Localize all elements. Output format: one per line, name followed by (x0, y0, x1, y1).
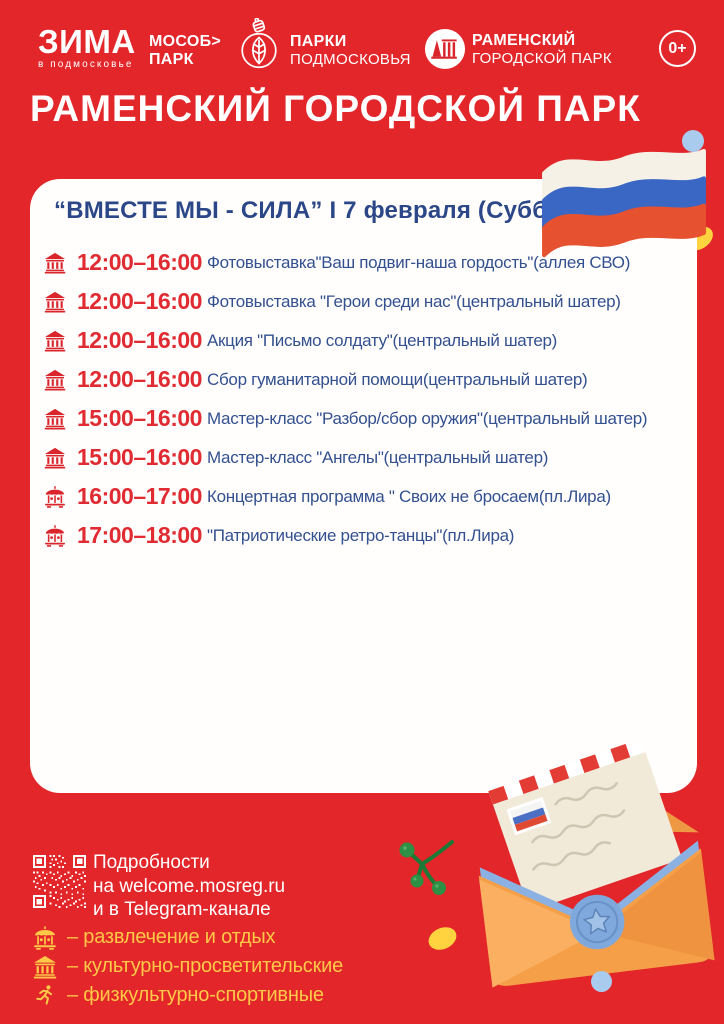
mosobpark-logo-line2: ПАРК (149, 51, 194, 68)
event-time: 12:00–16:00 (77, 288, 202, 314)
bank-icon (44, 252, 66, 274)
envelope-illustration (478, 744, 715, 988)
schedule-row: 12:00–16:00 Акция "Письмо солдату"(центр… (44, 321, 689, 360)
schedule-row: 15:00–16:00 Мастер-класс "Ангелы"(центра… (44, 438, 689, 477)
confetti-dot (682, 130, 704, 152)
mosobpark-logo-line1: МОСОБ> (149, 33, 222, 50)
parki-podmoskovya-logo: ПАРКИ ПОДМОСКОВЬЯ (290, 33, 411, 69)
details-line-1: Подробности (93, 852, 210, 873)
schedule-row: 12:00–16:00 Сбор гуманитарной помощи(цен… (44, 360, 689, 399)
schedule-row: 17:00–18:00 "Патриотические ретро-танцы"… (44, 516, 689, 555)
bank-icon (44, 408, 66, 430)
event-time: 15:00–16:00 (77, 444, 202, 470)
event-description: Мастер-класс "Разбор/сбор оружия"(центра… (207, 408, 648, 428)
event-description: Фотовыставка"Ваш подвиг-наша гордость"(а… (207, 252, 631, 272)
mosobpark-logo: МОСОБ> ПАРК (149, 33, 221, 69)
event-time: 15:00–16:00 (77, 405, 202, 431)
russian-flag-illustration (542, 148, 706, 258)
schedule-row: 15:00–16:00 Мастер-класс "Разбор/сбор ор… (44, 399, 689, 438)
legend-label: – развлечение и отдых (67, 926, 276, 948)
event-time: 12:00–16:00 (77, 327, 202, 353)
schedule-row: 16:00–17:00 Концертная программа " Своих… (44, 477, 689, 516)
zima-logo-subtitle: в подмосковье (38, 59, 134, 70)
event-description: Фотовыставка "Герои среди нас"(центральн… (207, 291, 621, 311)
legend-label: – культурно-просветительские (67, 955, 344, 977)
details-line-3: и в Telegram-канале (93, 899, 271, 920)
schedule-row: 12:00–16:00 Фотовыставка "Герои среди на… (44, 282, 689, 321)
event-time: 17:00–18:00 (77, 522, 202, 548)
confetti-dot (424, 923, 461, 954)
ramenskiy-park-logo: РАМЕНСКИЙ ГОРОДСКОЙ ПАРК (472, 32, 612, 68)
event-day-subtitle: “ВМЕСТЕ МЫ - СИЛА” I 7 февраля (Суббота) (54, 197, 596, 224)
confetti-dot (591, 971, 612, 992)
ramenskiy-logo-line1: РАМЕНСКИЙ (472, 32, 576, 49)
event-time: 12:00–16:00 (77, 249, 202, 275)
event-time: 12:00–16:00 (77, 366, 202, 392)
schedule-card (30, 179, 697, 793)
bank-icon (44, 291, 66, 313)
bank-icon (44, 330, 66, 352)
legend-item: – физкультурно-спортивные (33, 981, 343, 1010)
poster-title: РАМЕНСКИЙ ГОРОДСКОЙ ПАРК (30, 88, 641, 129)
carousel-icon (44, 486, 66, 508)
details-line-2: на welcome.mosreg.ru (93, 875, 286, 897)
category-legend: – развлечение и отдых – культурно-просве… (33, 923, 343, 1010)
bank-icon (44, 369, 66, 391)
legend-item: – культурно-просветительские (33, 952, 343, 981)
age-rating-badge: 0+ (659, 30, 696, 67)
ramenskiy-park-logo-icon (424, 28, 466, 70)
event-description: "Патриотические ретро-танцы"(пл.Лира) (207, 525, 515, 545)
bank-icon (33, 955, 57, 979)
carousel-icon (44, 525, 66, 547)
legend-item: – развлечение и отдых (33, 923, 343, 952)
details-text: Подробности на welcome.mosreg.ru и в Tel… (93, 851, 285, 922)
bank-icon (44, 447, 66, 469)
event-description: Акция "Письмо солдату"(центральный шатер… (207, 330, 558, 350)
flag-stamp (506, 797, 552, 836)
zima-logo: ЗИМА в подмосковье (38, 23, 136, 70)
zima-logo-title: ЗИМА (38, 23, 136, 60)
runner-icon (33, 984, 57, 1008)
ornament-leaf-icon (241, 18, 277, 69)
ramenskiy-logo-line2: ГОРОДСКОЙ ПАРК (472, 50, 612, 67)
legend-label: – физкультурно-спортивные (67, 984, 324, 1006)
event-description: Мастер-класс "Ангелы"(центральный шатер) (207, 447, 549, 467)
schedule-list: 12:00–16:00 Фотовыставка"Ваш подвиг-наша… (44, 243, 689, 555)
qr-code (33, 855, 86, 908)
event-description: Сбор гуманитарной помощи(центральный шат… (207, 369, 588, 389)
parki-logo-line2: ПОДМОСКОВЬЯ (290, 51, 411, 68)
carousel-icon (33, 926, 57, 950)
berries-decoration (399, 840, 454, 895)
schedule-row: 12:00–16:00 Фотовыставка"Ваш подвиг-наша… (44, 243, 689, 282)
event-description: Концертная программа " Своих не бросаем(… (207, 486, 611, 506)
event-time: 16:00–17:00 (77, 483, 202, 509)
parki-logo-line1: ПАРКИ (290, 33, 347, 50)
